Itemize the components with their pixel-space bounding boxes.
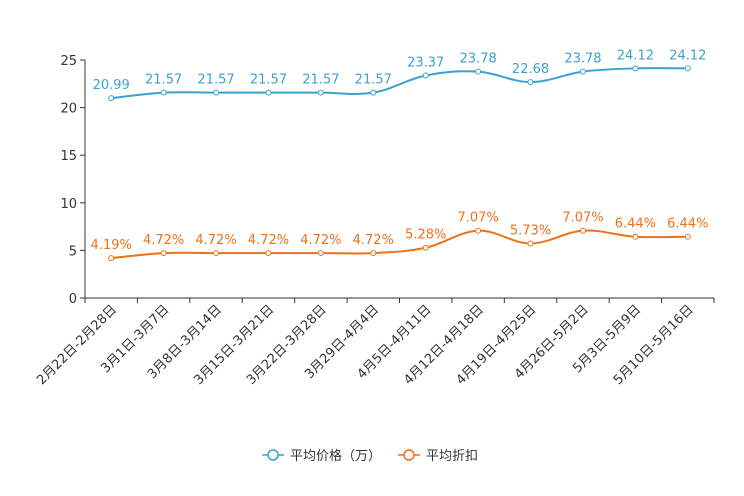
data-point[interactable] bbox=[213, 250, 220, 257]
data-point[interactable] bbox=[475, 227, 482, 234]
y-axis-ticks: 0 5 10 15 20 25 bbox=[60, 54, 85, 307]
legend-label: 平均折扣 bbox=[426, 449, 478, 464]
legend-label: 平均价格（万） bbox=[290, 448, 381, 464]
data-label: 4.72% bbox=[353, 233, 394, 248]
data-label: 21.57 bbox=[302, 73, 339, 88]
data-label: 6.44% bbox=[667, 217, 708, 232]
y-tick-label: 25 bbox=[60, 54, 77, 69]
data-label: 23.78 bbox=[564, 52, 601, 67]
y-tick-label: 5 bbox=[69, 244, 77, 259]
data-point[interactable] bbox=[370, 89, 377, 96]
data-label: 21.57 bbox=[355, 73, 392, 88]
data-label: 21.57 bbox=[250, 73, 287, 88]
y-tick-label: 15 bbox=[60, 149, 77, 164]
data-label: 24.12 bbox=[617, 48, 654, 63]
data-point[interactable] bbox=[422, 72, 429, 79]
legend: 平均价格（万） 平均折扣 bbox=[262, 448, 478, 464]
data-label: 4.72% bbox=[248, 233, 289, 248]
data-point[interactable] bbox=[684, 65, 691, 72]
data-label: 5.28% bbox=[405, 228, 446, 243]
data-point[interactable] bbox=[213, 89, 220, 96]
data-label: 7.07% bbox=[457, 211, 498, 226]
data-point[interactable] bbox=[160, 250, 167, 257]
series-1: 20.99 21.57 21.57 21.57 21.57 21.57 23.37 23.78… bbox=[93, 48, 706, 102]
series-layer: 20.99 21.57 21.57 21.57 21.57 21.57 23.37 23.78… bbox=[91, 48, 708, 262]
data-point[interactable] bbox=[579, 227, 586, 234]
data-label: 21.57 bbox=[197, 73, 234, 88]
legend-item-1[interactable]: 平均价格（万） bbox=[262, 448, 381, 464]
data-label: 5.73% bbox=[510, 223, 551, 238]
data-label: 4.72% bbox=[143, 233, 184, 248]
data-label: 23.37 bbox=[407, 56, 444, 71]
data-label: 7.07% bbox=[562, 211, 603, 226]
data-label: 24.12 bbox=[669, 48, 706, 63]
data-label: 4.19% bbox=[91, 238, 132, 253]
legend-marker bbox=[267, 449, 279, 461]
data-label: 4.72% bbox=[300, 233, 341, 248]
data-point[interactable] bbox=[475, 68, 482, 75]
series-line bbox=[111, 229, 688, 260]
data-point[interactable] bbox=[265, 250, 272, 257]
series-line bbox=[111, 67, 688, 100]
data-point[interactable] bbox=[527, 79, 534, 86]
y-tick-label: 20 bbox=[60, 102, 77, 117]
data-label: 23.78 bbox=[460, 52, 497, 67]
x-axis-ticks: 2月22日-2月28日3月1日-3月7日3月8日-3月14日3月15日-3月21… bbox=[34, 298, 715, 388]
data-label: 22.68 bbox=[512, 62, 549, 77]
series-2: 4.19% 4.72% 4.72% 4.72% 4.72% 4.72% 5.28% 7.07%… bbox=[91, 211, 708, 262]
data-point[interactable] bbox=[160, 89, 167, 96]
y-tick-label: 0 bbox=[69, 292, 77, 307]
data-point[interactable] bbox=[632, 65, 639, 72]
data-point[interactable] bbox=[370, 250, 377, 257]
data-point[interactable] bbox=[265, 89, 272, 96]
data-point[interactable] bbox=[684, 233, 691, 240]
data-point[interactable] bbox=[579, 68, 586, 75]
legend-marker bbox=[403, 449, 415, 461]
data-point[interactable] bbox=[317, 89, 324, 96]
data-point[interactable] bbox=[422, 244, 429, 251]
data-point[interactable] bbox=[108, 95, 115, 102]
y-tick-label: 10 bbox=[60, 197, 77, 212]
data-point[interactable] bbox=[108, 255, 115, 262]
data-label: 20.99 bbox=[93, 78, 130, 93]
data-point[interactable] bbox=[632, 233, 639, 240]
axes bbox=[84, 60, 714, 299]
legend-item-2[interactable]: 平均折扣 bbox=[398, 449, 478, 464]
data-point[interactable] bbox=[527, 240, 534, 247]
data-label: 4.72% bbox=[195, 233, 236, 248]
data-label: 6.44% bbox=[615, 217, 656, 232]
data-point[interactable] bbox=[317, 250, 324, 257]
data-label: 21.57 bbox=[145, 73, 182, 88]
